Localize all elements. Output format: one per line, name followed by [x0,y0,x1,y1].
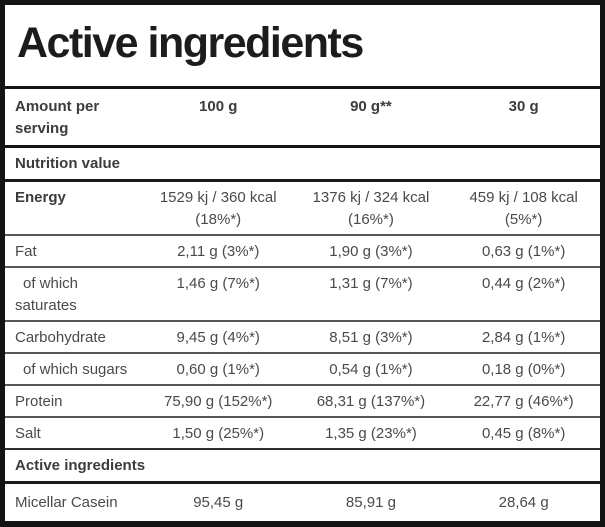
row-value: 22,77 g (46%*) [447,384,600,418]
row-label: Micellar Casein [5,481,142,522]
table-row-protein: Protein 75,90 g (152%*) 68,31 g (137%*) … [5,384,600,418]
row-value: 68,31 g (137%*) [294,384,448,418]
card-title: Active ingredients [5,5,600,90]
table-row-carbohydrate: Carbohydrate 9,45 g (4%*) 8,51 g (3%*) 2… [5,320,600,354]
row-value: 8,51 g (3%*) [294,320,448,354]
row-value: 0,63 g (1%*) [447,234,600,268]
row-value: 0,45 g (8%*) [447,416,600,450]
row-value: 1,50 g (25%*) [141,416,295,450]
row-value: 1529 kj / 360 kcal (18%*) [141,179,295,236]
row-value: 2,11 g (3%*) [141,234,295,268]
nutrition-table: Amount per serving 100 g 90 g** 30 g Nut… [5,89,600,522]
table-row-salt: Salt 1,50 g (25%*) 1,35 g (23%*) 0,45 g … [5,416,600,450]
table-row-energy: Energy 1529 kj / 360 kcal (18%*) 1376 kj… [5,179,600,236]
row-value: 1,31 g (7%*) [294,266,448,322]
column-header-100g: 100 g [141,89,295,149]
row-value: 2,84 g (1%*) [447,320,600,354]
section-row-nutrition-value: Nutrition value [5,145,600,183]
row-label: of which saturates [5,266,142,322]
row-label: Salt [5,416,142,450]
row-value: 0,54 g (1%*) [294,352,448,386]
row-label: Fat [5,234,142,268]
table-row-saturates: of which saturates 1,46 g (7%*) 1,31 g (… [5,266,600,322]
row-value: 1,90 g (3%*) [294,234,448,268]
row-value: 0,44 g (2%*) [447,266,600,322]
row-value: 75,90 g (152%*) [141,384,295,418]
header-row: Amount per serving 100 g 90 g** 30 g [5,89,600,149]
table-row-fat: Fat 2,11 g (3%*) 1,90 g (3%*) 0,63 g (1%… [5,234,600,268]
row-value: 0,60 g (1%*) [141,352,295,386]
row-label: Carbohydrate [5,320,142,354]
column-header-90g: 90 g** [294,89,448,149]
row-label: Energy [5,179,142,236]
row-value: 28,64 g [447,481,600,522]
table-row-micellar-casein: Micellar Casein 95,45 g 85,91 g 28,64 g [5,481,600,522]
row-value: 1,46 g (7%*) [141,266,295,322]
table-row-sugars: of which sugars 0,60 g (1%*) 0,54 g (1%*… [5,352,600,386]
row-value: 1376 kj / 324 kcal (16%*) [294,179,448,236]
row-value: 1,35 g (23%*) [294,416,448,450]
row-label: of which sugars [5,352,142,386]
row-value: 85,91 g [294,481,448,522]
row-value: 0,18 g (0%*) [447,352,600,386]
header-amount-per-serving: Amount per serving [5,89,142,149]
section-header-label: Active ingredients [5,448,600,485]
row-label: Protein [5,384,142,418]
row-value: 9,45 g (4%*) [141,320,295,354]
row-value: 459 kj / 108 kcal (5%*) [447,179,600,236]
section-header-label: Nutrition value [5,145,600,183]
row-value: 95,45 g [141,481,295,522]
section-row-active-ingredients: Active ingredients [5,448,600,485]
column-header-30g: 30 g [447,89,600,149]
